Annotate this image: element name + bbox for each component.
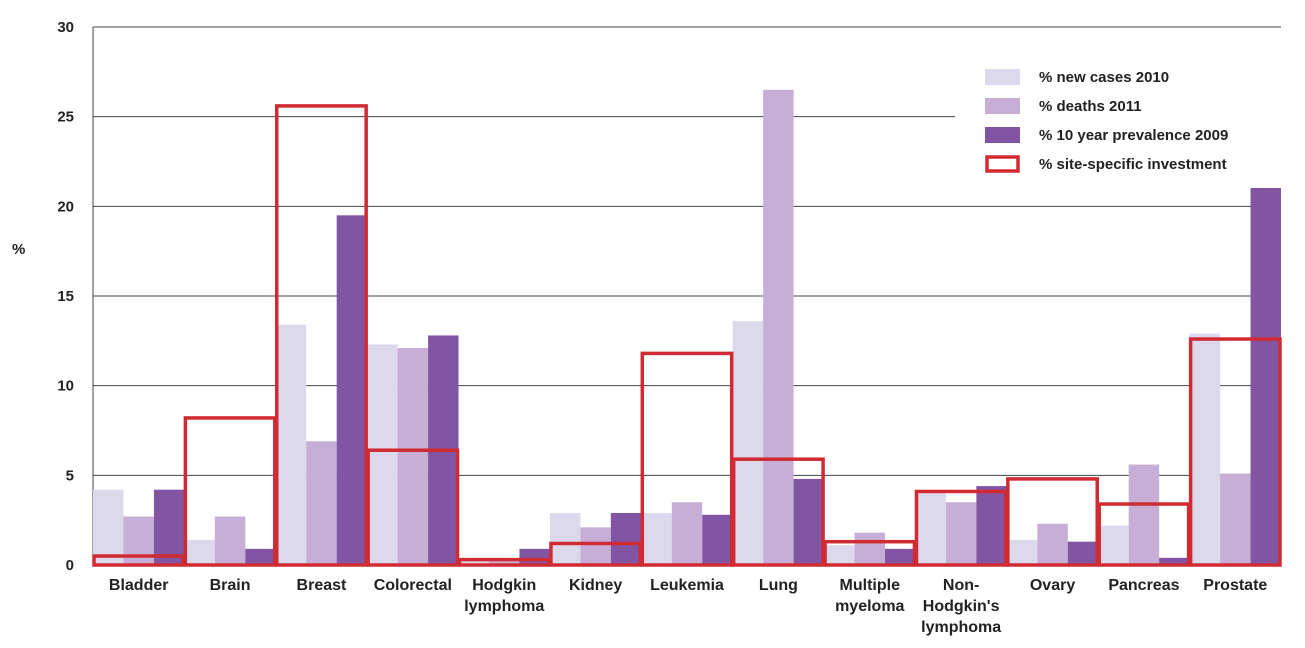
bar xyxy=(641,512,672,565)
bar xyxy=(1189,333,1221,565)
legend-label: % 10 year prevalence 2009 xyxy=(1039,127,1228,144)
bar xyxy=(336,215,368,566)
x-tick-label: Bladder xyxy=(109,577,169,594)
legend-label: % new cases 2010 xyxy=(1039,69,1169,86)
bar xyxy=(854,532,885,565)
y-tick-label: 25 xyxy=(57,109,74,126)
legend-label: % site-specific investment xyxy=(1039,156,1227,173)
x-tick-label: Leukemia xyxy=(650,577,724,594)
bar xyxy=(945,502,977,565)
x-axis: Bladder Brain Breast Colorectal Hodgkin lymph… xyxy=(109,577,1268,636)
investment-outline xyxy=(823,539,917,567)
x-tick-label: Pancreas xyxy=(1108,577,1179,594)
bar xyxy=(1220,473,1251,565)
bar xyxy=(458,561,489,565)
bar xyxy=(489,561,520,565)
x-tick-label: Colorectal xyxy=(374,577,452,594)
bar xyxy=(245,548,276,565)
investment-outline xyxy=(549,541,643,567)
bar xyxy=(214,516,246,565)
bar xyxy=(915,493,946,565)
x-tick-label: Non- xyxy=(943,577,979,594)
bar xyxy=(397,348,429,565)
bar xyxy=(153,489,185,565)
investment-outline xyxy=(92,554,186,567)
investment-outlines xyxy=(92,104,1282,567)
bar xyxy=(671,502,703,565)
y-tick-label: 20 xyxy=(57,198,74,215)
investment-outline xyxy=(1188,337,1282,567)
legend-swatch xyxy=(985,69,1020,85)
investment-outline xyxy=(640,351,734,567)
y-tick-label: 30 xyxy=(57,19,74,36)
bar xyxy=(549,512,581,565)
bar xyxy=(1098,525,1129,565)
bar xyxy=(702,514,733,565)
legend-swatch xyxy=(985,155,1020,173)
bar xyxy=(1159,557,1190,565)
bar xyxy=(580,527,611,565)
x-tick-label: Prostate xyxy=(1203,577,1267,594)
x-tick-label: lymphoma xyxy=(921,619,1001,636)
investment-outline xyxy=(183,416,277,567)
bar xyxy=(1037,523,1068,565)
investment-outline xyxy=(731,457,825,567)
bar xyxy=(976,486,1007,565)
y-tick-label: 0 xyxy=(66,557,74,574)
x-tick-label: Kidney xyxy=(569,577,622,594)
x-tick-label: Breast xyxy=(297,577,347,594)
bar xyxy=(793,478,825,565)
investment-outline xyxy=(366,448,460,567)
y-axis-label: % xyxy=(12,241,25,258)
investment-outline xyxy=(914,489,1008,567)
legend-label: % deaths 2011 xyxy=(1039,98,1142,115)
bar xyxy=(1128,464,1160,565)
x-tick-label: Hodgkin xyxy=(472,577,536,594)
bar xyxy=(184,539,215,565)
y-axis: 0 5 10 15 20 25 30 xyxy=(57,19,94,574)
bar xyxy=(763,89,794,566)
y-tick-label: 10 xyxy=(57,378,74,395)
investment-outline xyxy=(1006,477,1099,567)
x-tick-label: Lung xyxy=(759,577,798,594)
legend-swatch xyxy=(985,127,1020,143)
bar xyxy=(610,512,642,565)
bar xyxy=(306,441,337,565)
bar xyxy=(275,324,307,565)
x-tick-label: lymphoma xyxy=(464,598,544,615)
investment-outline xyxy=(275,104,368,567)
bar xyxy=(885,548,916,565)
bar xyxy=(824,545,855,565)
x-tick-label: Ovary xyxy=(1030,577,1075,594)
x-tick-label: Multiple xyxy=(840,577,901,594)
x-tick-label: myeloma xyxy=(835,598,904,615)
legend-swatch xyxy=(985,98,1020,114)
bar xyxy=(519,548,550,565)
bar xyxy=(1006,539,1038,565)
bar xyxy=(732,321,764,565)
legend: % new cases 2010 % deaths 2011 % 10 year p… xyxy=(955,58,1281,188)
y-tick-label: 5 xyxy=(66,467,74,484)
bar xyxy=(367,344,398,565)
x-tick-label: Hodgkin's xyxy=(923,598,1000,615)
bar xyxy=(1067,541,1099,565)
y-tick-label: 15 xyxy=(57,288,74,305)
bar xyxy=(1250,175,1281,565)
investment-outline xyxy=(457,557,551,567)
x-tick-label: Brain xyxy=(210,577,251,594)
bar xyxy=(93,489,124,565)
investment-outline xyxy=(1097,502,1191,567)
